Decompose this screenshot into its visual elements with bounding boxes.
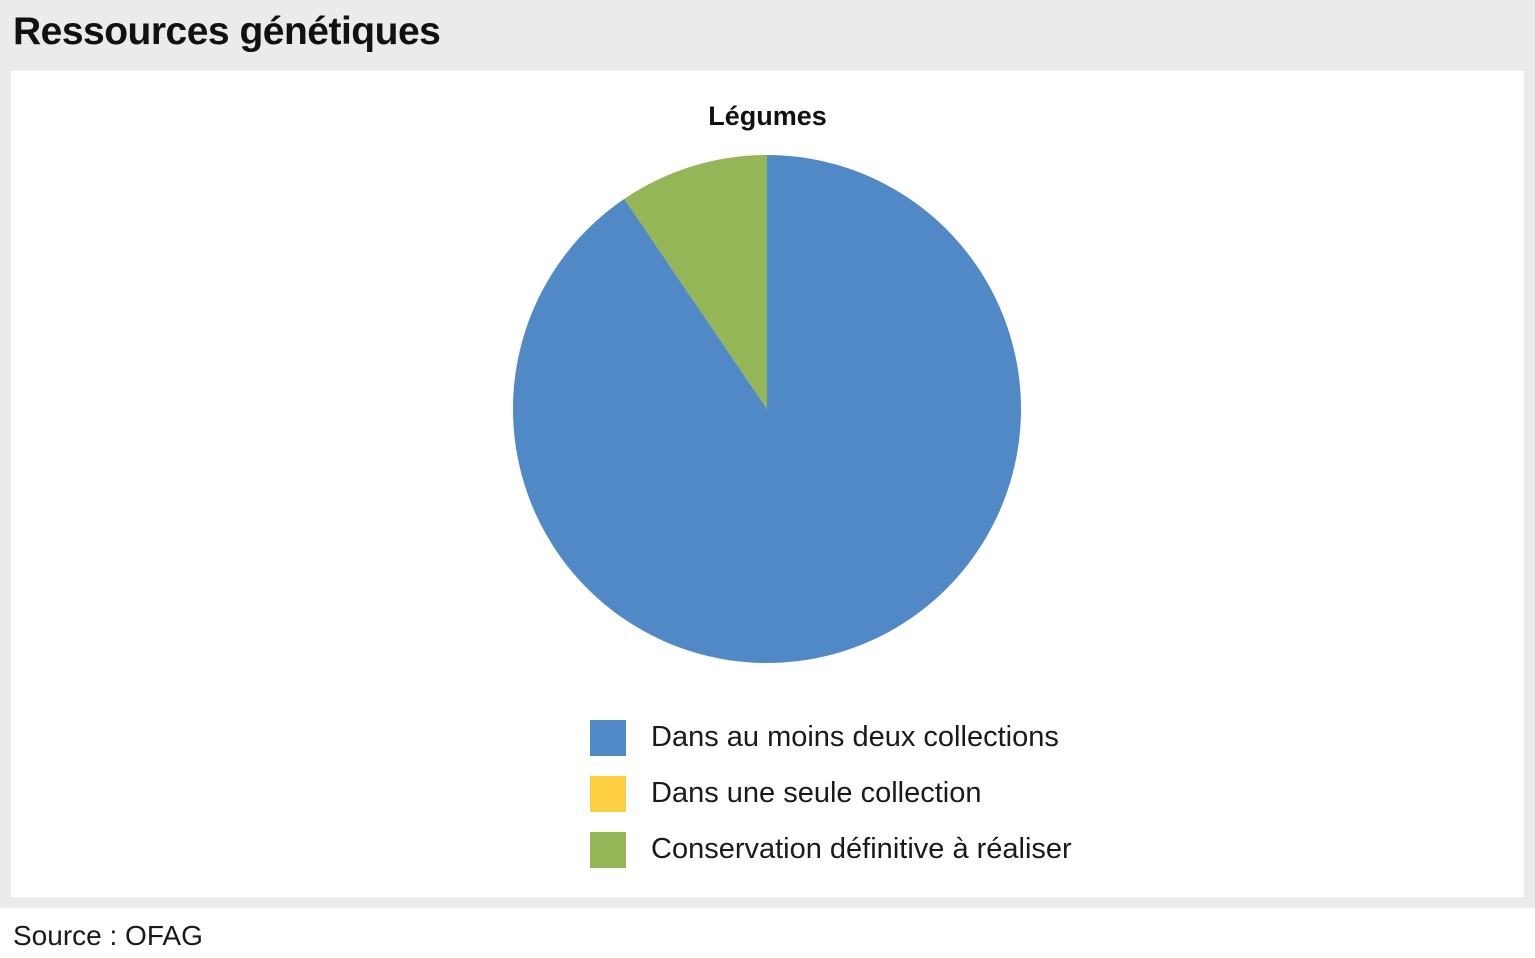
legend-label: Dans au moins deux collections: [651, 721, 1059, 753]
source-note: Source : OFAG: [13, 920, 203, 951]
pie-slice-2: [624, 155, 767, 409]
legend-label: Dans une seule collection: [651, 777, 982, 809]
chart-panel: Légumes Dans au moins deux collections Da…: [11, 71, 1524, 897]
legend-swatch: [590, 776, 626, 812]
legend-swatch: [590, 832, 626, 868]
chart-title: Légumes: [708, 101, 827, 131]
legend-swatch: [590, 720, 626, 756]
pie-chart: [513, 155, 1022, 663]
page-title: Ressources génétiques: [13, 10, 441, 53]
legend-label: Conservation définitive à réaliser: [651, 833, 1072, 865]
